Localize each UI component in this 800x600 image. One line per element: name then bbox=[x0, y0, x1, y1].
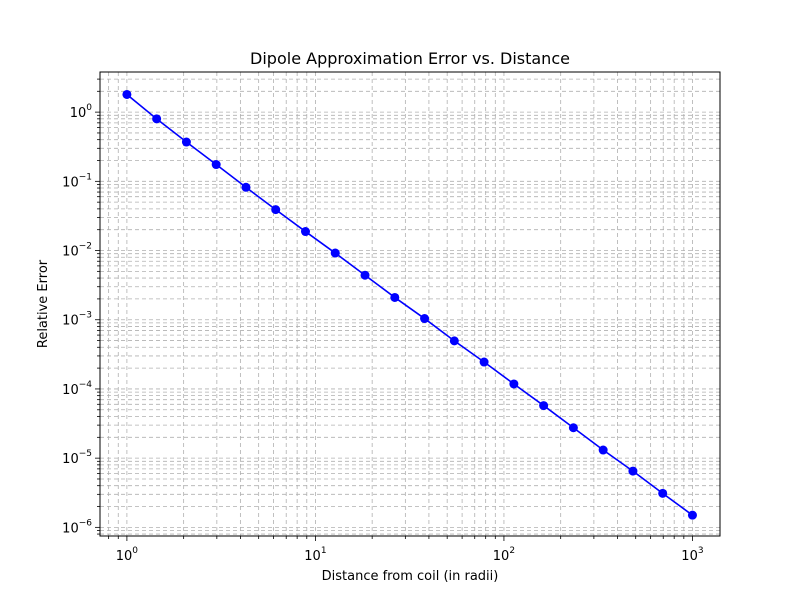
series-line bbox=[126, 93, 693, 516]
data-point bbox=[330, 248, 340, 258]
x-tick-label: 101 bbox=[304, 546, 326, 564]
chart-title: Dipole Approximation Error vs. Distance bbox=[250, 49, 570, 68]
axis-ticks: 100 101 102 103 100 10−1 10−2 10−3 10−4 10−5 10−6 bbox=[62, 78, 704, 564]
x-tick-label: 102 bbox=[493, 546, 515, 564]
data-point bbox=[658, 488, 668, 498]
data-point bbox=[628, 466, 638, 476]
y-axis-label: Relative Error bbox=[36, 259, 51, 348]
data-point bbox=[122, 89, 132, 99]
data-point bbox=[539, 401, 549, 411]
x-axis-label: Distance from coil (in radii) bbox=[322, 569, 499, 584]
data-point bbox=[390, 292, 400, 302]
y-tick-label: 10−4 bbox=[62, 380, 92, 398]
data-point bbox=[598, 445, 608, 455]
x-tick-label: 103 bbox=[681, 546, 703, 564]
data-point bbox=[300, 227, 310, 237]
data-point bbox=[687, 510, 697, 520]
data-point bbox=[211, 160, 221, 170]
data-point bbox=[241, 182, 251, 192]
y-tick-label: 10−6 bbox=[62, 518, 92, 536]
data-series bbox=[122, 89, 697, 520]
y-tick-label: 10−3 bbox=[62, 311, 92, 329]
data-point bbox=[360, 270, 370, 280]
data-point bbox=[271, 205, 281, 215]
y-tick-label: 10−2 bbox=[62, 242, 92, 260]
y-tick-label: 100 bbox=[70, 103, 93, 121]
grid bbox=[100, 72, 720, 536]
data-point bbox=[181, 137, 191, 147]
data-point bbox=[449, 336, 459, 346]
data-point bbox=[568, 423, 578, 433]
y-tick-label: 10−5 bbox=[62, 449, 92, 467]
data-point bbox=[420, 314, 430, 324]
data-point bbox=[509, 379, 519, 389]
plot-frame bbox=[99, 71, 721, 537]
data-point bbox=[152, 114, 162, 124]
y-tick-label: 10−1 bbox=[62, 172, 92, 190]
data-point bbox=[479, 357, 489, 367]
x-tick-label: 100 bbox=[116, 546, 139, 564]
